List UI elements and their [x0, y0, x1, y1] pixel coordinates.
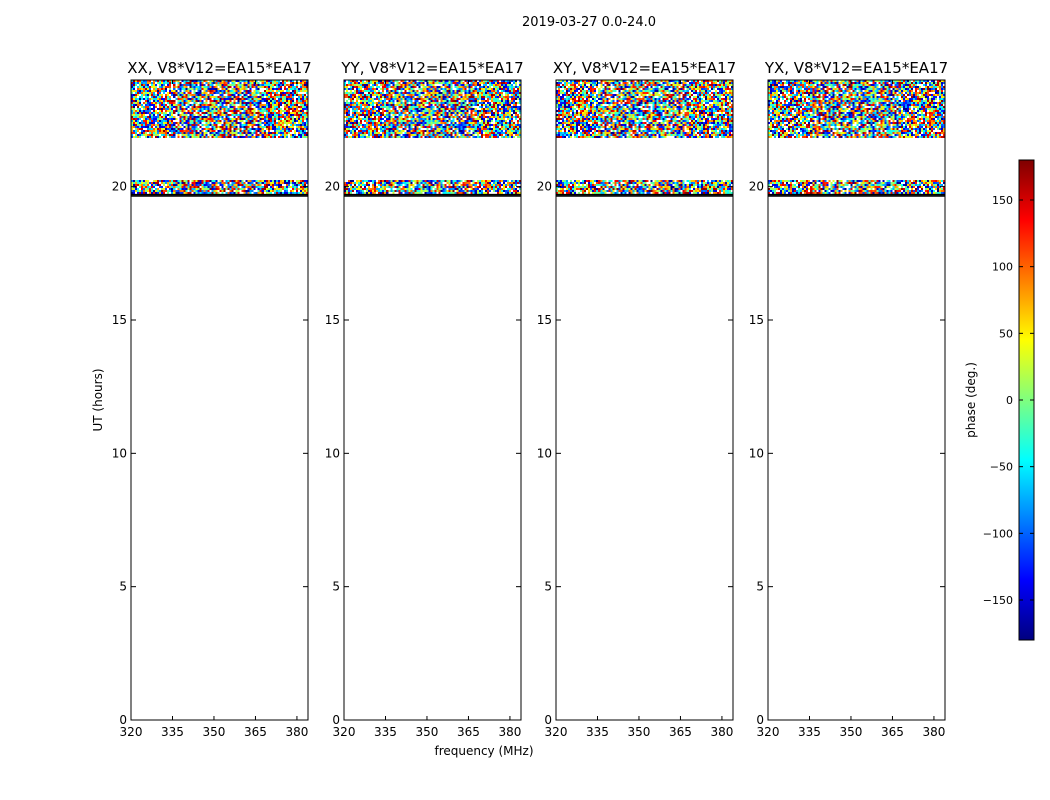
y-tick-label: 0 [332, 713, 340, 727]
y-tick-label: 15 [112, 313, 127, 327]
x-tick-label: 350 [416, 725, 439, 739]
axes-frame [767, 79, 946, 721]
x-tick-label: 365 [244, 725, 267, 739]
y-tick-label: 0 [544, 713, 552, 727]
y-tick-label: 10 [325, 446, 340, 460]
panel-1: XX, V8*V12=EA15*EA17 320 335 350 365 380 0 5 10 1… [112, 59, 312, 739]
phase-heatmap [131, 80, 308, 720]
x-tick-label: 320 [333, 725, 356, 739]
colorbar-tick-label: −150 [983, 594, 1013, 607]
y-tick-label: 5 [332, 580, 340, 594]
axes-frame [343, 79, 522, 721]
y-tick-label: 0 [756, 713, 764, 727]
x-tick-label: 335 [161, 725, 184, 739]
colorbar-tick-label: 0 [1006, 394, 1013, 407]
x-tick-label: 365 [881, 725, 904, 739]
y-tick-label: 15 [749, 313, 764, 327]
colorbar-tick-label: 100 [992, 261, 1013, 274]
y-tick-label: 10 [112, 446, 127, 460]
figure-title: 2019-03-27 0.0-24.0 [522, 15, 656, 30]
x-tick-label: 350 [628, 725, 651, 739]
x-tick-label: 380 [922, 725, 945, 739]
x-tick-label: 335 [586, 725, 609, 739]
y-tick-label: 15 [325, 313, 340, 327]
x-tick-label: 365 [669, 725, 692, 739]
colorbar-tick-label: 150 [992, 194, 1013, 207]
y-tick-label: 0 [119, 713, 127, 727]
y-tick-label: 20 [112, 180, 127, 194]
panel-title: YX, V8*V12=EA15*EA17 [764, 59, 948, 77]
y-tick-label: 20 [749, 180, 764, 194]
panel-title: XY, V8*V12=EA15*EA17 [553, 59, 736, 77]
x-tick-label: 365 [457, 725, 480, 739]
x-tick-label: 320 [757, 725, 780, 739]
x-tick-label: 320 [120, 725, 143, 739]
y-tick-label: 5 [119, 580, 127, 594]
y-axis-label: UT (hours) [91, 368, 105, 431]
phase-heatmap [768, 80, 945, 720]
y-tick-label: 10 [537, 446, 552, 460]
panel-title: XX, V8*V12=EA15*EA17 [127, 59, 311, 77]
x-tick-label: 335 [374, 725, 397, 739]
y-tick-label: 5 [756, 580, 764, 594]
colorbar-tick-label: 50 [999, 327, 1013, 340]
x-tick-label: 335 [798, 725, 821, 739]
panel-4: YX, V8*V12=EA15*EA17 320 335 350 365 380 0 5 10 1… [749, 59, 948, 739]
x-tick-label: 380 [285, 725, 308, 739]
x-tick-label: 380 [498, 725, 521, 739]
x-tick-label: 350 [203, 725, 226, 739]
y-tick-label: 15 [537, 313, 552, 327]
phase-heatmap [556, 80, 733, 720]
x-tick-label: 380 [710, 725, 733, 739]
x-axis-label: frequency (MHz) [434, 744, 533, 758]
axes-frame [130, 79, 309, 721]
y-tick-label: 20 [325, 180, 340, 194]
panel-3: XY, V8*V12=EA15*EA17 320 335 350 365 380 0 5 10 1… [537, 59, 736, 739]
y-tick-label: 20 [537, 180, 552, 194]
panel-title: YY, V8*V12=EA15*EA17 [340, 59, 523, 77]
x-tick-label: 350 [840, 725, 863, 739]
y-tick-label: 10 [749, 446, 764, 460]
axes-frame [555, 79, 734, 721]
heatmap-panels: XX, V8*V12=EA15*EA17 320 335 350 365 380 0 5 10 1… [112, 59, 948, 739]
y-tick-label: 5 [544, 580, 552, 594]
panel-2: YY, V8*V12=EA15*EA17 320 335 350 365 380 0 5 10 1… [325, 59, 524, 739]
colorbar-tick-label: −50 [990, 461, 1013, 474]
colorbar-label: phase (deg.) [964, 362, 978, 438]
x-tick-label: 320 [545, 725, 568, 739]
phase-heatmap [344, 80, 521, 720]
colorbar: 150 100 50 0 −50 −100 −150 phase (deg.) [964, 159, 1035, 641]
colorbar-tick-label: −100 [983, 527, 1013, 540]
